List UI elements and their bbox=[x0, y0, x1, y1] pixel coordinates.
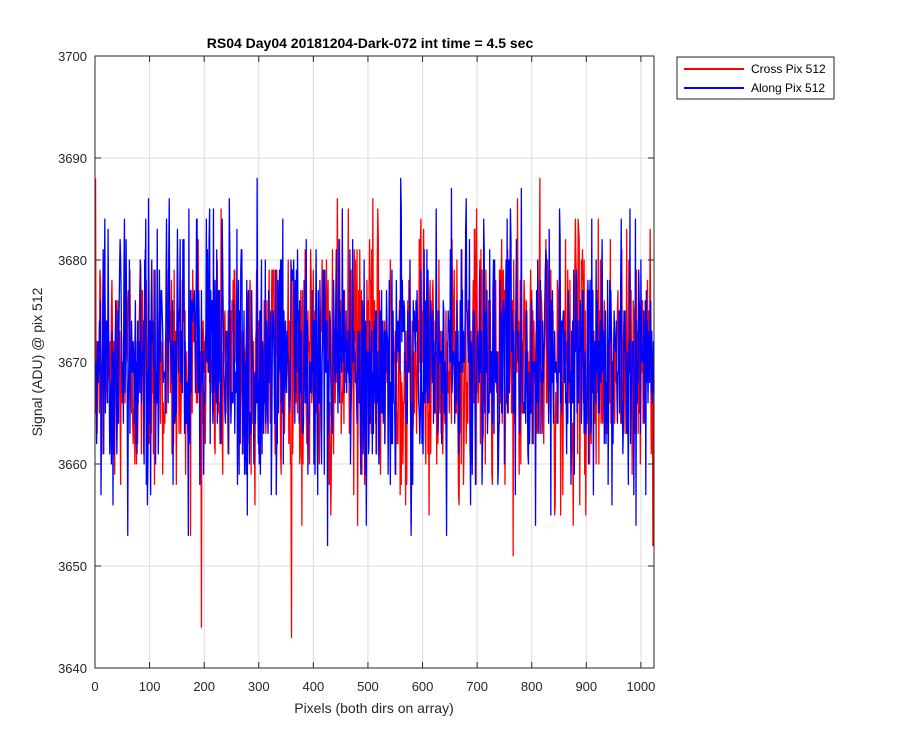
y-tick-label: 3650 bbox=[58, 559, 87, 574]
x-tick-label: 300 bbox=[248, 679, 270, 694]
legend-box bbox=[676, 56, 835, 100]
x-axis-label: Pixels (both dirs on array) bbox=[294, 700, 454, 716]
legend-label-cross: Cross Pix 512 bbox=[751, 62, 826, 76]
y-axis-label: Signal (ADU) @ pix 512 bbox=[29, 287, 45, 436]
series-along-pix-512 bbox=[95, 177, 655, 547]
legend-label-along: Along Pix 512 bbox=[751, 81, 825, 95]
x-tick-label: 900 bbox=[575, 679, 597, 694]
x-tick-label: 600 bbox=[412, 679, 434, 694]
y-tick-label: 3690 bbox=[58, 151, 87, 166]
ticks bbox=[94, 55, 654, 669]
chart-title: RS04 Day04 20181204-Dark-072 int time = … bbox=[207, 35, 534, 51]
series-layer bbox=[94, 177, 655, 639]
tick-labels: 0 100 200 300 400 500 600 700 800 900 1000 3640 3650… bbox=[58, 49, 655, 694]
y-tick-label: 3640 bbox=[58, 661, 87, 676]
x-tick-label: 100 bbox=[139, 679, 161, 694]
x-tick-label: 500 bbox=[357, 679, 379, 694]
x-tick-label: 400 bbox=[303, 679, 325, 694]
x-tick-label: 0 bbox=[91, 679, 98, 694]
y-tick-label: 3660 bbox=[58, 457, 87, 472]
legend: Cross Pix 512 Along Pix 512 bbox=[676, 56, 835, 100]
y-tick-label: 3680 bbox=[58, 253, 87, 268]
y-tick-label: 3670 bbox=[58, 355, 87, 370]
y-tick-label: 3700 bbox=[58, 49, 87, 64]
x-tick-label: 700 bbox=[466, 679, 488, 694]
x-tick-label: 200 bbox=[193, 679, 215, 694]
x-tick-label: 800 bbox=[521, 679, 543, 694]
x-tick-label: 1000 bbox=[626, 679, 655, 694]
